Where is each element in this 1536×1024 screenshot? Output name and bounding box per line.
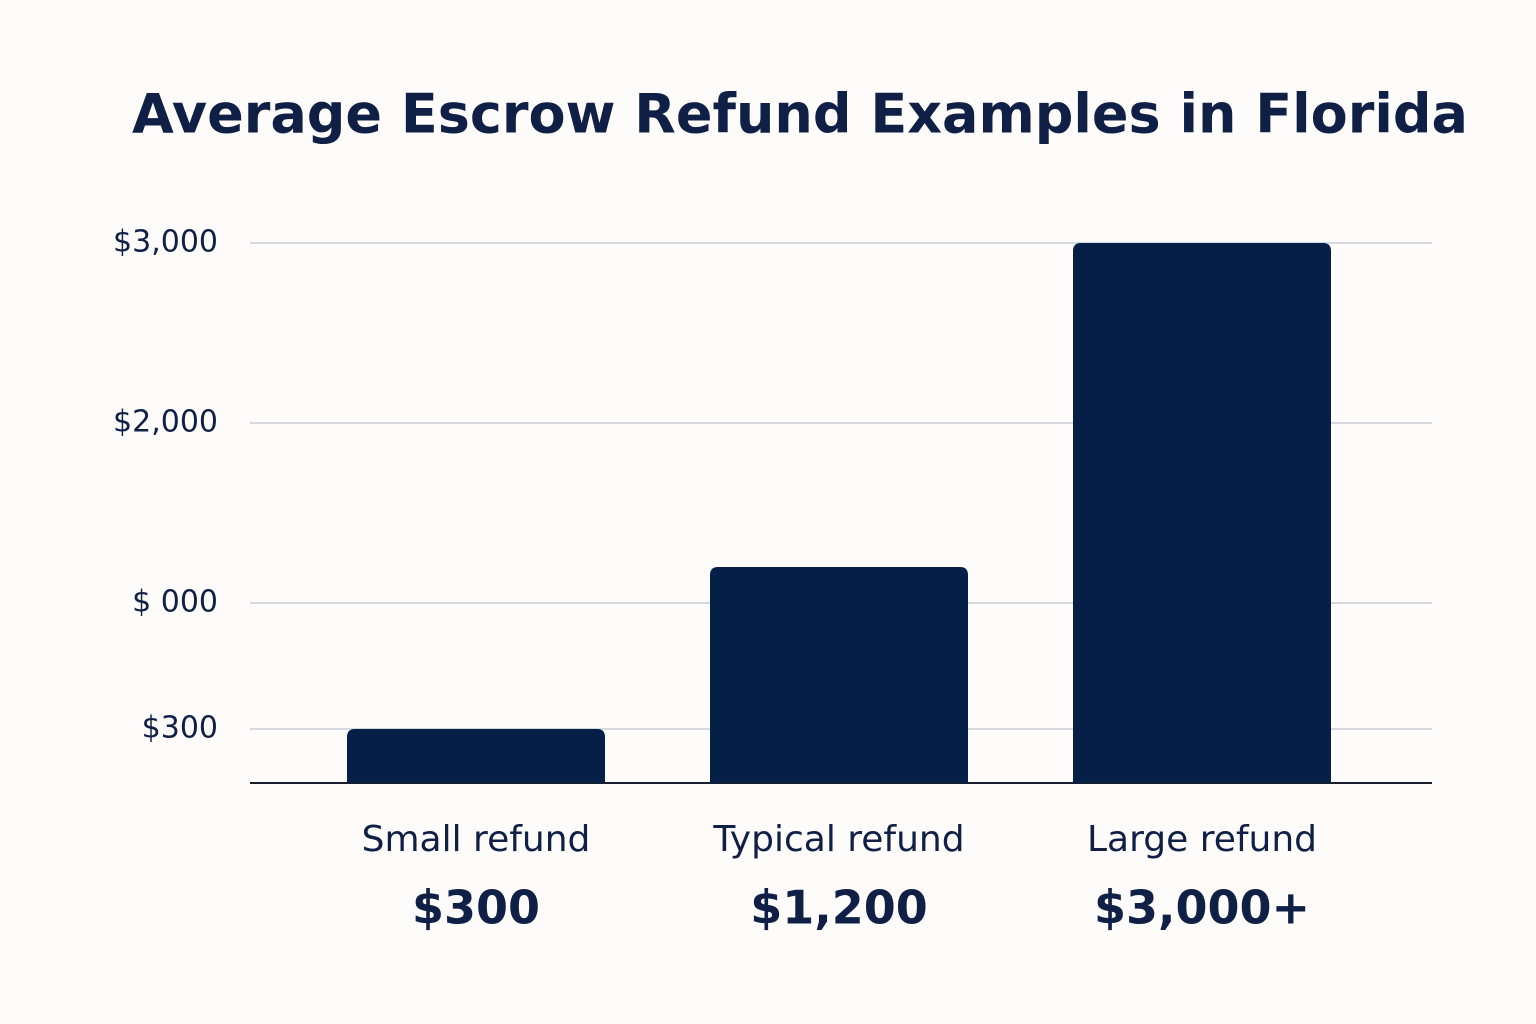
bar <box>347 729 605 783</box>
bar <box>710 567 968 783</box>
x-tick-label: Large refund <box>1087 819 1317 860</box>
y-tick-label: $3,000 <box>113 225 218 260</box>
y-tick-label: $ 000 <box>132 585 218 620</box>
value-label: $3,000+ <box>1094 881 1310 935</box>
value-label: $300 <box>412 881 540 935</box>
y-tick-label: $300 <box>142 711 218 746</box>
x-tick-label: Typical refund <box>712 819 964 860</box>
bar <box>1073 243 1331 783</box>
chart-title: Average Escrow Refund Examples in Florid… <box>132 83 1468 146</box>
x-tick-label: Small refund <box>362 819 591 860</box>
y-tick-label: $2,000 <box>113 405 218 440</box>
value-label: $1,200 <box>750 881 928 935</box>
